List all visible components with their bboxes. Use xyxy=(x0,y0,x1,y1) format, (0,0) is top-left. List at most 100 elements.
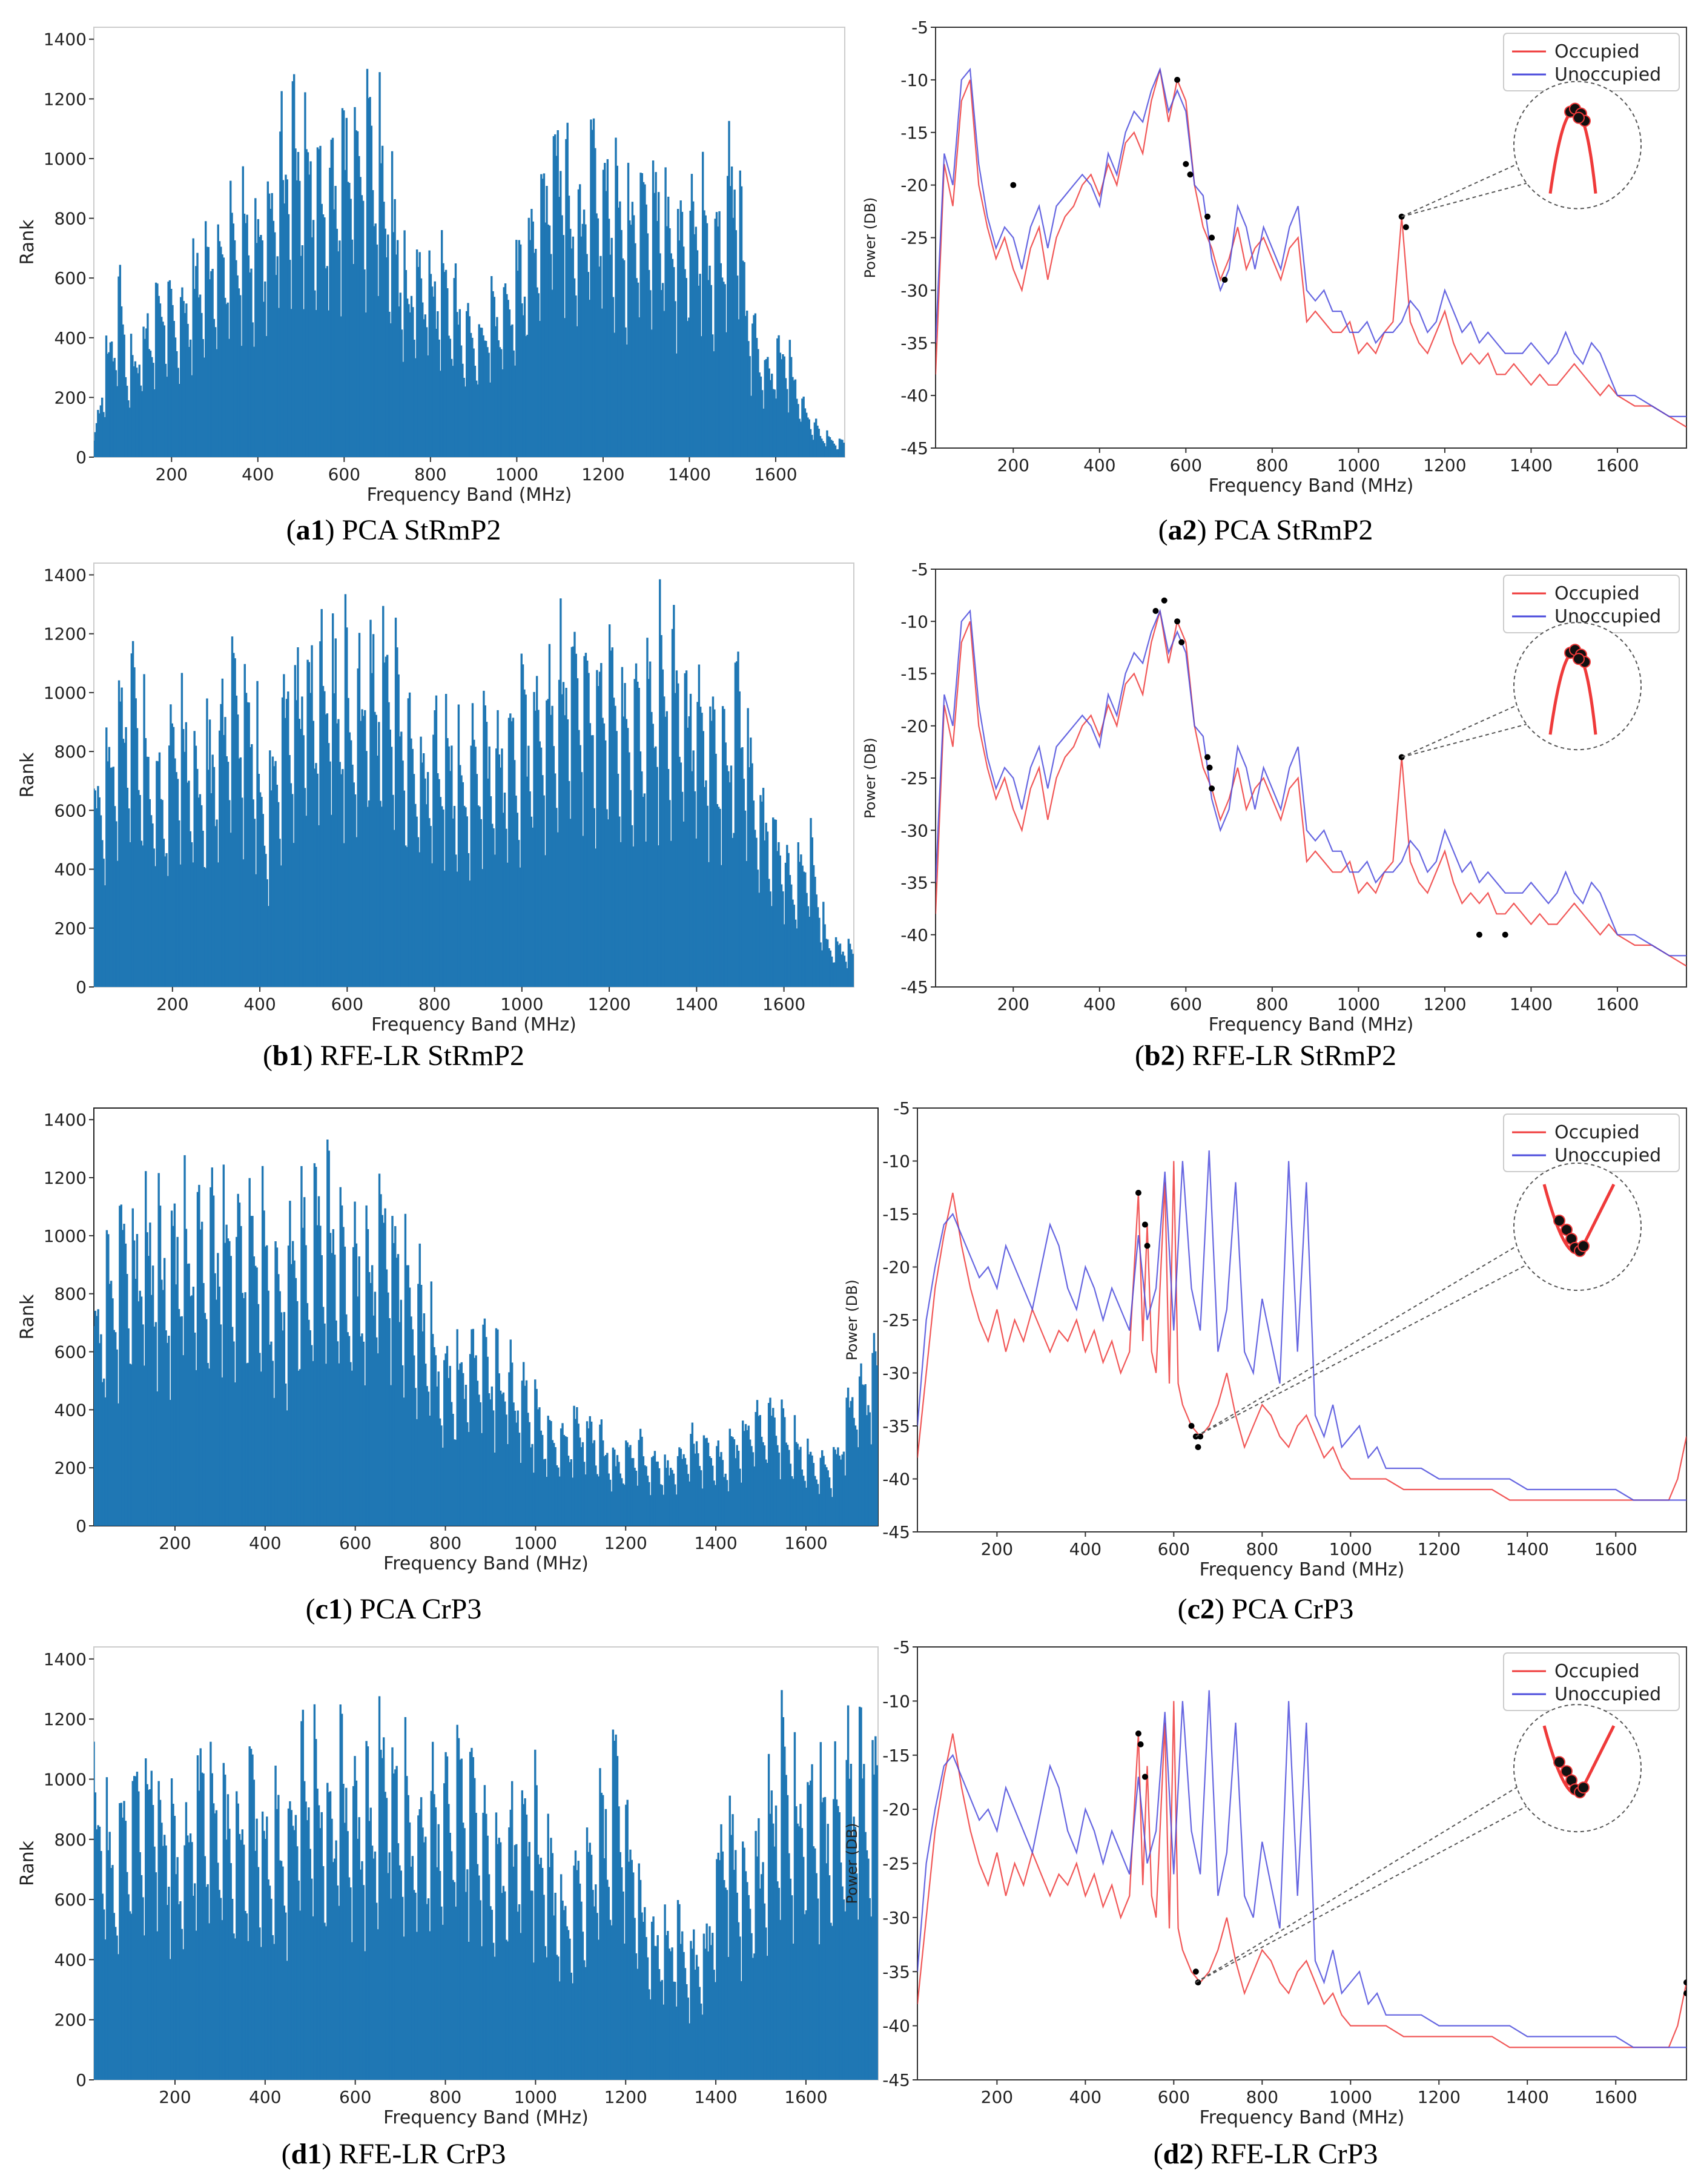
x-tick-label-d1-400: 400 xyxy=(249,2087,281,2107)
x-tick-label-a2-800: 800 xyxy=(1256,455,1288,475)
x-tick-label-d2-200: 200 xyxy=(981,2087,1013,2107)
series-line-unoccupied-b2 xyxy=(936,609,1686,957)
y-tick-label-d1-800: 800 xyxy=(54,1830,87,1850)
y-tick-label-b1-800: 800 xyxy=(54,742,87,762)
y-tick-label-a1-0: 0 xyxy=(76,447,87,467)
inset-marker xyxy=(1553,1215,1565,1227)
marker-point xyxy=(1683,1990,1686,1996)
marker-point xyxy=(1195,1444,1201,1450)
y-axis-label-d2: Power (DB) xyxy=(844,1823,860,1904)
y-tick-label-b2--40: -40 xyxy=(900,925,928,945)
x-tick-label-d2-1400: 1400 xyxy=(1506,2087,1549,2107)
caption-b2: (b2) RFE-LR StRmP2 xyxy=(1134,1040,1397,1072)
x-tick-label-a1-1600: 1600 xyxy=(754,464,797,484)
marker-point xyxy=(1135,1190,1141,1196)
y-axis-label-b1: Rank xyxy=(17,752,38,798)
marker-point xyxy=(1192,1968,1199,1975)
legend-label-occupied-c2: Occupied xyxy=(1554,1122,1640,1143)
x-axis-label-c2: Frequency Band (MHz) xyxy=(1200,1559,1405,1580)
x-tick-label-a2-200: 200 xyxy=(997,455,1029,475)
legend-label-occupied-a2: Occupied xyxy=(1554,41,1640,62)
y-tick-label-b2--25: -25 xyxy=(900,768,928,788)
marker-point xyxy=(1197,1433,1204,1440)
inset-zoom-circle xyxy=(1513,81,1642,209)
marker-point xyxy=(1137,1741,1144,1747)
x-tick-label-a1-1200: 1200 xyxy=(581,464,624,484)
x-tick-label-d1-800: 800 xyxy=(429,2087,461,2107)
caption-a2-label: PCA StRmP2 xyxy=(1214,514,1373,546)
marker-point xyxy=(1476,931,1482,938)
caption-a1: (a1) PCA StRmP2 xyxy=(286,514,501,546)
x-tick-label-d1-1200: 1200 xyxy=(604,2087,647,2107)
plot-area-a2 xyxy=(936,67,1686,428)
y-tick-label-b1-1000: 1000 xyxy=(44,683,87,703)
marker-point xyxy=(1010,182,1017,188)
y-tick-label-a1-1200: 1200 xyxy=(44,89,87,109)
x-tick-label-a2-1000: 1000 xyxy=(1337,455,1380,475)
inset-zoom-circle xyxy=(1513,1704,1642,1833)
x-tick-label-d1-1600: 1600 xyxy=(784,2087,827,2107)
x-tick-label-a2-600: 600 xyxy=(1170,455,1202,475)
x-tick-label-c1-800: 800 xyxy=(429,1533,461,1553)
y-tick-label-b1-200: 200 xyxy=(54,919,87,939)
y-tick-label-d2--45: -45 xyxy=(882,2070,910,2090)
y-axis-label-a2: Power (DB) xyxy=(862,197,879,279)
x-tick-label-a1-600: 600 xyxy=(328,464,360,484)
chart-d2: 200 400 600 800 1000 1200 1400 1600 -45 -40 -35 -30… xyxy=(844,1637,1687,2128)
y-tick-label-a2--35: -35 xyxy=(900,333,928,353)
x-tick-label-b1-1400: 1400 xyxy=(675,994,718,1014)
x-tick-label-d1-600: 600 xyxy=(339,2087,371,2107)
marker-point xyxy=(1204,754,1211,760)
x-tick-label-a1-400: 400 xyxy=(242,464,274,484)
marker-point xyxy=(1188,1423,1195,1429)
marker-point xyxy=(1183,160,1189,167)
y-tick-label-a2--45: -45 xyxy=(900,438,928,458)
x-tick-label-c1-200: 200 xyxy=(159,1533,191,1553)
caption-b2-label: RFE-LR StRmP2 xyxy=(1192,1040,1397,1072)
marker-point xyxy=(1187,171,1194,178)
y-tick-label-b2--5: -5 xyxy=(911,559,928,579)
y-tick-label-d2--30: -30 xyxy=(882,1908,910,1928)
x-tick-label-b1-400: 400 xyxy=(243,994,276,1014)
y-tick-label-a2--40: -40 xyxy=(900,386,928,406)
y-tick-label-c2--30: -30 xyxy=(882,1364,910,1384)
y-tick-label-b2--35: -35 xyxy=(900,873,928,893)
y-tick-label-a2--15: -15 xyxy=(900,123,928,143)
x-tick-label-c2-800: 800 xyxy=(1246,1539,1278,1559)
inset-zoom-circle xyxy=(1513,1163,1642,1291)
plot-area-d1 xyxy=(94,1690,878,2080)
caption-a2: (a2) PCA StRmP2 xyxy=(1158,514,1373,546)
x-axis-label-b1: Frequency Band (MHz) xyxy=(371,1014,576,1035)
y-tick-label-c2--20: -20 xyxy=(882,1258,910,1278)
y-tick-label-c1-600: 600 xyxy=(54,1342,87,1362)
caption-b1: (b1) RFE-LR StRmP2 xyxy=(262,1040,525,1072)
marker-point xyxy=(1144,1242,1151,1249)
x-tick-label-b1-600: 600 xyxy=(331,994,363,1014)
y-tick-label-b1-1200: 1200 xyxy=(44,624,87,644)
y-tick-label-a2--5: -5 xyxy=(911,18,928,38)
chart-b1: 200 400 600 800 1000 1200 1400 1600 0 200 400 600 80… xyxy=(17,562,854,1035)
y-tick-label-a1-800: 800 xyxy=(54,209,87,229)
x-tick-label-d2-1600: 1600 xyxy=(1594,2087,1637,2107)
x-tick-label-c1-600: 600 xyxy=(339,1533,371,1553)
x-tick-label-c1-1400: 1400 xyxy=(694,1533,737,1553)
x-tick-label-d2-1000: 1000 xyxy=(1329,2087,1372,2107)
x-tick-label-c2-600: 600 xyxy=(1158,1539,1190,1559)
marker-point xyxy=(1152,608,1159,614)
legend-label-unoccupied-c2: Unoccupied xyxy=(1554,1145,1661,1166)
x-tick-label-a2-1600: 1600 xyxy=(1596,455,1639,475)
y-tick-label-a1-1000: 1000 xyxy=(44,149,87,169)
inset-connector xyxy=(1195,1806,1527,1984)
x-tick-label-b1-800: 800 xyxy=(418,994,451,1014)
y-tick-label-a2--25: -25 xyxy=(900,228,928,248)
marker-point xyxy=(1141,1773,1148,1780)
caption-c2: (c2) PCA CrP3 xyxy=(1177,1593,1354,1625)
marker-point xyxy=(1195,1979,1201,1986)
y-tick-label-d1-600: 600 xyxy=(54,1890,87,1910)
x-tick-label-c1-1000: 1000 xyxy=(514,1533,557,1553)
y-tick-label-d2--5: -5 xyxy=(893,1637,910,1657)
x-tick-label-a1-200: 200 xyxy=(156,464,188,484)
caption-c1: (c1) PCA CrP3 xyxy=(305,1593,482,1625)
y-tick-label-a2--30: -30 xyxy=(900,280,928,300)
